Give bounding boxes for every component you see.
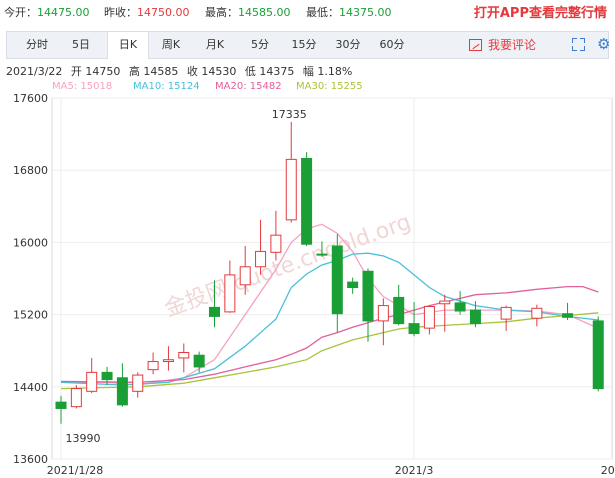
candle-up[interactable] [255,250,267,268]
candle-down[interactable] [55,401,67,409]
y-tick-label: 13600 [13,453,48,466]
candle-up[interactable] [132,374,144,392]
ma5-legend: MA5: 15018 [52,81,113,92]
candle-down[interactable] [301,157,313,245]
candle-up[interactable] [70,388,82,408]
x-tick-label: 2021/3/19 [601,464,615,477]
open-quote: 今开：14475.00 [4,6,90,19]
tab-monthly-k[interactable]: 月K [205,38,225,51]
candle-down[interactable] [193,354,205,368]
candle-up[interactable] [270,234,282,253]
y-tick-label: 15200 [13,309,48,322]
candle-up[interactable] [147,361,159,371]
y-tick-label: 14400 [13,381,48,394]
edit-icon [469,39,482,51]
candle-down[interactable] [101,371,113,381]
low-annotation: 13990 [66,432,101,445]
candle-info: 2021/3/22 开 14750 高 14585 收 14530 低 1437… [6,63,357,79]
ma-line-ma20 [60,285,599,383]
candle-up[interactable] [531,307,543,319]
tab-intraday[interactable]: 分时 [26,38,48,51]
high-annotation: 17335 [272,108,307,121]
candle-down[interactable] [562,313,574,318]
candle-down[interactable] [592,320,604,390]
candle-up[interactable] [423,305,435,329]
high-quote: 最高：14585.00 [205,6,291,19]
ma10-legend: MA10: 15124 [133,81,200,92]
candle-up[interactable] [500,306,512,320]
tab-60min[interactable]: 60分 [379,38,405,51]
candle-down[interactable] [362,270,374,322]
info-close: 收 14530 [186,65,237,78]
candle-down[interactable] [209,306,220,317]
ma-line-ma30 [60,312,599,390]
tab-15min[interactable]: 15分 [291,38,317,51]
open-app-link[interactable]: 打开APP查看完整行情 [473,6,607,21]
candle-up[interactable] [377,305,389,322]
candle-down[interactable] [408,323,420,335]
comment-button[interactable]: 我要评论 [469,32,536,58]
info-date: 2021/3/22 [6,65,63,78]
y-tick-label: 16800 [13,164,48,177]
tab-5day[interactable]: 5日 [72,38,90,51]
candle-down[interactable] [393,296,405,325]
candle-up[interactable] [178,352,190,359]
fullscreen-icon[interactable] [572,38,585,51]
info-low: 低 14375 [244,65,295,78]
x-tick-label: 2021/1/28 [47,464,103,477]
tab-weekly-k[interactable]: 周K [161,38,181,51]
candle-up[interactable] [162,359,174,363]
info-open: 开 14750 [70,65,121,78]
prev-close-quote: 昨收：14750.00 [104,6,190,19]
candle-down[interactable] [347,281,359,289]
candle-up[interactable] [224,274,236,313]
candle-down[interactable] [331,245,343,315]
candle-down[interactable] [316,253,328,256]
candle-up[interactable] [285,158,297,221]
tab-daily-k[interactable]: 日K [107,32,149,59]
ma30-legend: MA30: 15255 [296,81,363,92]
watermark-text: 金投网 quote.cngold.org [161,210,414,322]
candle-down[interactable] [454,302,466,312]
info-high: 高 14585 [128,65,179,78]
y-tick-label: 17600 [13,92,48,105]
candle-up[interactable] [439,300,451,305]
quote-bar: 今开：14475.00 昨收：14750.00 最高：14585.00 最低：1… [0,0,615,22]
gear-icon[interactable]: ⚙ [597,35,611,53]
candle-down[interactable] [469,309,481,325]
tab-5min[interactable]: 5分 [251,38,269,51]
ma-line-ma10 [60,252,599,386]
candle-down[interactable] [116,377,128,406]
ma20-legend: MA20: 15482 [215,81,282,92]
info-change: 幅 1.18% [302,65,353,78]
tab-30min[interactable]: 30分 [335,38,361,51]
period-tabs: 分时 5日 日K 周K 月K 5分 15分 30分 60分 我要评论 ⚙ [6,31,611,59]
x-tick-label: 2021/3 [395,464,434,477]
candle-up[interactable] [239,266,251,286]
low-quote: 最低：14375.00 [306,6,392,19]
candle-up[interactable] [86,371,98,392]
y-tick-label: 16000 [13,236,48,249]
